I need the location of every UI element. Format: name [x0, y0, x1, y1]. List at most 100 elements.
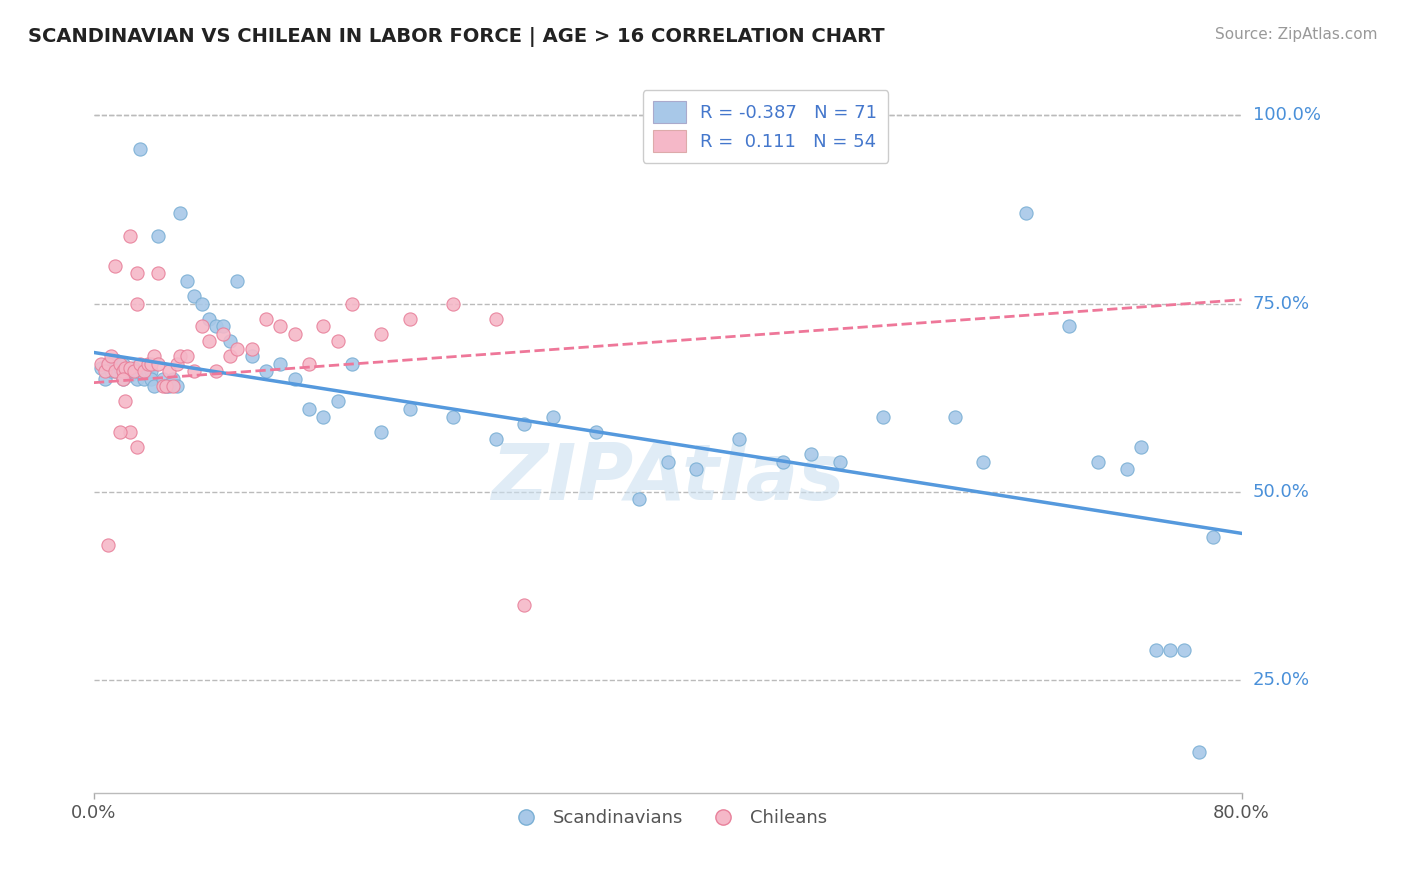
Point	[1087, 455, 1109, 469]
Point	[148, 266, 170, 280]
Point	[312, 319, 335, 334]
Point	[152, 379, 174, 393]
Point	[162, 372, 184, 386]
Text: 25.0%: 25.0%	[1253, 672, 1310, 690]
Point	[1187, 745, 1209, 759]
Point	[1015, 206, 1038, 220]
Point	[97, 538, 120, 552]
Point	[269, 319, 291, 334]
Point	[1130, 440, 1153, 454]
Text: 75.0%: 75.0%	[1253, 294, 1310, 312]
Point	[212, 319, 235, 334]
Point	[94, 364, 117, 378]
Point	[212, 326, 235, 341]
Point	[169, 349, 191, 363]
Point	[312, 409, 335, 424]
Point	[162, 379, 184, 393]
Point	[685, 462, 707, 476]
Point	[100, 364, 122, 378]
Point	[108, 360, 131, 375]
Point	[122, 360, 145, 375]
Point	[484, 311, 506, 326]
Point	[122, 364, 145, 378]
Point	[441, 296, 464, 310]
Point	[138, 364, 160, 378]
Point	[125, 266, 148, 280]
Point	[269, 357, 291, 371]
Point	[1059, 319, 1081, 334]
Point	[166, 379, 188, 393]
Point	[94, 372, 117, 386]
Point	[772, 455, 794, 469]
Point	[254, 364, 277, 378]
Point	[190, 319, 212, 334]
Point	[205, 319, 228, 334]
Point	[143, 349, 166, 363]
Point	[138, 357, 160, 371]
Point	[118, 425, 141, 439]
Point	[176, 349, 198, 363]
Point	[183, 289, 205, 303]
Text: 100.0%: 100.0%	[1253, 106, 1320, 124]
Point	[111, 372, 134, 386]
Point	[125, 372, 148, 386]
Point	[872, 409, 894, 424]
Point	[143, 379, 166, 393]
Point	[125, 440, 148, 454]
Point	[197, 311, 219, 326]
Point	[628, 492, 651, 507]
Point	[370, 425, 392, 439]
Point	[828, 455, 851, 469]
Point	[97, 357, 120, 371]
Point	[541, 409, 564, 424]
Point	[128, 142, 150, 156]
Point	[148, 228, 170, 243]
Point	[298, 402, 321, 417]
Point	[118, 368, 141, 383]
Point	[152, 372, 174, 386]
Point	[254, 311, 277, 326]
Point	[398, 311, 420, 326]
Point	[298, 357, 321, 371]
Point	[104, 364, 127, 378]
Point	[111, 357, 134, 371]
Point	[157, 379, 180, 393]
Point	[134, 364, 156, 378]
Point	[128, 357, 150, 371]
Point	[513, 598, 536, 612]
Point	[226, 274, 249, 288]
Point	[1159, 643, 1181, 657]
Point	[108, 425, 131, 439]
Point	[284, 326, 307, 341]
Text: ZIPAtlas: ZIPAtlas	[491, 441, 845, 516]
Point	[240, 349, 263, 363]
Point	[155, 379, 177, 393]
Text: 50.0%: 50.0%	[1253, 483, 1309, 501]
Point	[326, 394, 349, 409]
Point	[104, 353, 127, 368]
Point	[114, 364, 136, 378]
Point	[141, 357, 163, 371]
Point	[176, 274, 198, 288]
Point	[183, 364, 205, 378]
Point	[340, 296, 363, 310]
Point	[100, 349, 122, 363]
Point	[197, 334, 219, 349]
Point	[398, 402, 420, 417]
Point	[219, 349, 242, 363]
Point	[728, 432, 751, 446]
Point	[97, 357, 120, 371]
Point	[484, 432, 506, 446]
Point	[134, 372, 156, 386]
Point	[125, 364, 148, 378]
Point	[226, 342, 249, 356]
Point	[340, 357, 363, 371]
Point	[90, 360, 112, 375]
Point	[513, 417, 536, 431]
Point	[118, 364, 141, 378]
Point	[219, 334, 242, 349]
Point	[118, 360, 141, 375]
Point	[240, 342, 263, 356]
Point	[1173, 643, 1195, 657]
Point	[370, 326, 392, 341]
